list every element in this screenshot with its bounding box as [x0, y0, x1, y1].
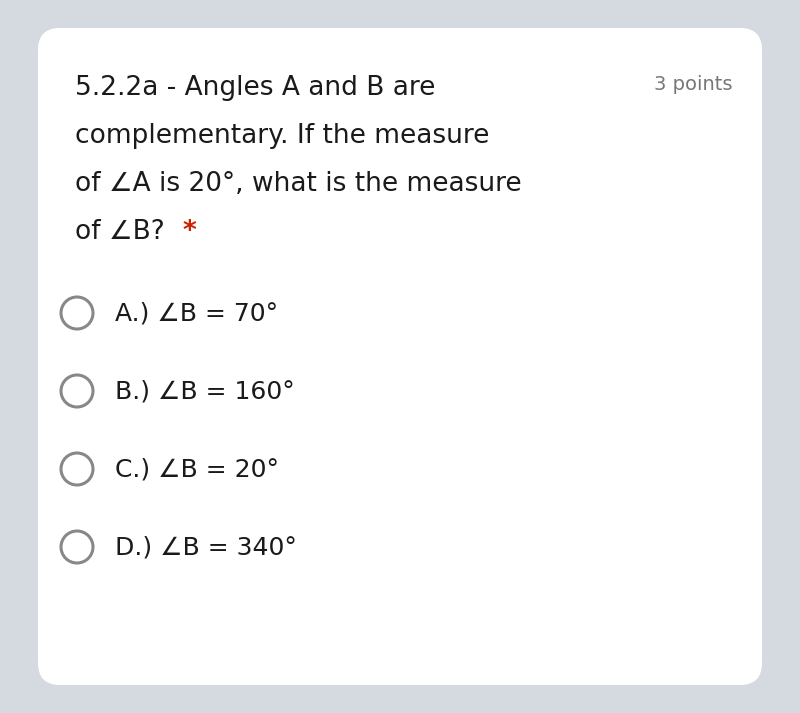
- Text: *: *: [183, 219, 197, 245]
- Text: complementary. If the measure: complementary. If the measure: [75, 123, 490, 149]
- Text: C.) ∠B = 20°: C.) ∠B = 20°: [115, 457, 279, 481]
- Text: B.) ∠B = 160°: B.) ∠B = 160°: [115, 379, 294, 403]
- Text: D.) ∠B = 340°: D.) ∠B = 340°: [115, 535, 297, 559]
- Text: of ∠A is 20°, what is the measure: of ∠A is 20°, what is the measure: [75, 171, 522, 197]
- Text: of ∠B?: of ∠B?: [75, 219, 173, 245]
- FancyBboxPatch shape: [38, 28, 762, 685]
- Text: 3 points: 3 points: [654, 75, 732, 94]
- Text: A.) ∠B = 70°: A.) ∠B = 70°: [115, 301, 278, 325]
- Text: 5.2.2a - Angles A and B are: 5.2.2a - Angles A and B are: [75, 75, 435, 101]
